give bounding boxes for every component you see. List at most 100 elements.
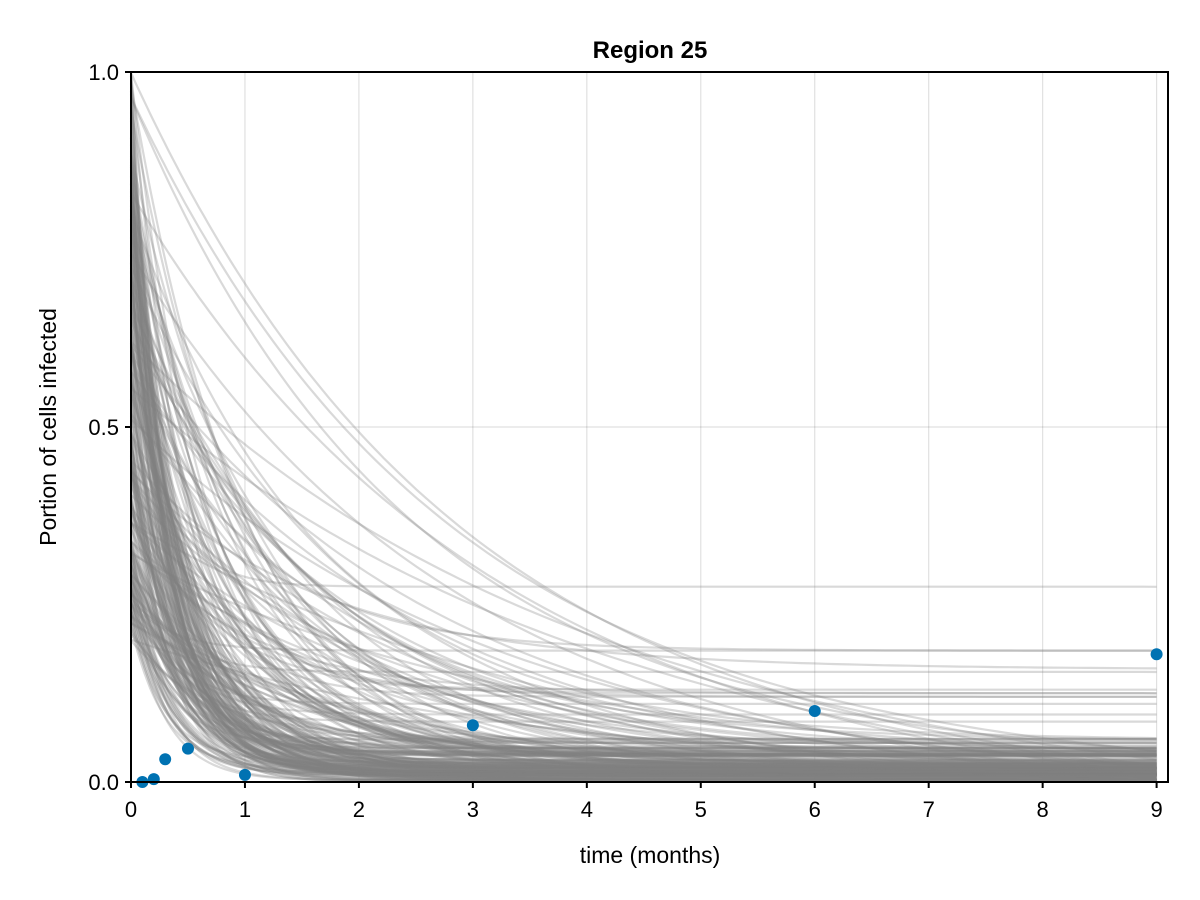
simulation-curve (129, 600, 1157, 780)
simulation-curve (129, 503, 1157, 695)
simulation-curve (129, 478, 1157, 775)
simulation-curve (130, 353, 1157, 752)
simulation-curve (129, 610, 1157, 780)
simulation-curve (129, 380, 1157, 781)
simulation-curve (129, 383, 1157, 775)
x-tick-label-9: 9 (1150, 797, 1162, 822)
simulation-curve (129, 388, 1157, 769)
simulation-curve (130, 470, 1157, 670)
simulation-curve (129, 603, 1157, 775)
simulation-curve (129, 94, 1157, 773)
simulation-curve (129, 230, 1157, 757)
x-tick-label-0: 0 (125, 797, 137, 822)
simulation-curve (130, 602, 1157, 652)
simulation-curve (129, 391, 1157, 781)
simulation-curve (130, 522, 1157, 775)
simulation-curve (130, 598, 1157, 765)
simulation-curve (129, 457, 1157, 771)
simulation-curve (129, 158, 1157, 768)
simulation-curve (129, 272, 1157, 755)
simulation-curve (129, 393, 1157, 771)
simulation-curve (129, 267, 1157, 773)
simulation-curve (129, 193, 1157, 775)
simulation-curve (129, 587, 1157, 744)
simulation-curve (129, 303, 1157, 750)
simulation-curve (129, 420, 1157, 781)
simulation-curve (129, 156, 1157, 771)
simulation-curve (129, 549, 1157, 771)
simulation-curve (130, 603, 1157, 777)
simulation-curve (129, 468, 1157, 754)
simulation-curve (129, 399, 1157, 776)
simulation-curve (129, 541, 1157, 770)
simulation-curve (129, 205, 1157, 764)
simulation-curve (129, 263, 1157, 768)
simulation-curve (129, 566, 1157, 674)
simulation-curve (129, 107, 1157, 775)
simulation-curve (129, 244, 1157, 770)
simulation-curve (129, 298, 1157, 772)
simulation-curve (130, 341, 1157, 761)
simulation-curve (130, 96, 1157, 753)
simulation-curve (129, 495, 1157, 753)
simulation-curve (129, 183, 1157, 749)
simulation-curve (129, 593, 1157, 762)
simulation-curve (129, 120, 1157, 776)
simulation-curve (130, 579, 1157, 753)
simulation-curve (129, 305, 1157, 771)
simulation-curve (129, 271, 1157, 778)
simulation-curve (130, 633, 1157, 776)
simulation-curve (129, 290, 1157, 774)
y-axis: 0.0 0.5 1.0 (88, 60, 131, 795)
simulation-curve (129, 451, 1157, 776)
simulation-curve (130, 540, 1157, 695)
simulation-curve (129, 435, 1157, 765)
simulation-curve (129, 237, 1157, 781)
x-tick-label-7: 7 (923, 797, 935, 822)
simulation-curve (129, 343, 1157, 776)
simulation-curve (129, 553, 1157, 781)
simulation-curve (129, 195, 1157, 761)
simulation-curve (129, 224, 1157, 776)
simulation-curve (129, 571, 1157, 767)
simulation-curve (129, 322, 1157, 768)
simulation-curve (129, 381, 1157, 756)
simulation-curve (129, 74, 1157, 761)
simulation-curve (129, 543, 1157, 769)
y-tick-label-0: 0.0 (88, 770, 119, 795)
simulation-curve (129, 573, 1157, 777)
simulation-curve (129, 218, 1157, 750)
simulation-curve (129, 609, 1157, 779)
simulation-curve (130, 522, 1157, 698)
simulation-curve (129, 97, 1157, 752)
simulation-curve (130, 573, 1157, 775)
simulation-curve (129, 176, 1157, 781)
simulation-curve (130, 548, 1157, 781)
simulation-curve (129, 552, 1157, 748)
simulation-curve (129, 484, 1157, 757)
data-point-7 (1150, 648, 1163, 661)
simulation-curve (129, 190, 1157, 773)
simulation-curve (129, 189, 1157, 777)
simulation-curve (130, 622, 1157, 770)
simulation-curve (129, 361, 1157, 776)
simulation-curve (129, 435, 1157, 776)
simulation-curve (129, 167, 1157, 774)
simulation-curve (129, 466, 1157, 741)
simulation-curve (129, 564, 1157, 768)
simulation-curve (129, 192, 1157, 691)
simulation-curve (129, 256, 1157, 780)
simulation-curve (130, 529, 1157, 781)
simulation-curve (129, 346, 1157, 765)
simulation-curve (129, 255, 1157, 767)
simulation-curve (129, 316, 1157, 741)
simulation-curve (129, 341, 1157, 776)
simulation-curve (129, 151, 1157, 781)
simulation-curve (129, 601, 1157, 781)
simulation-curve (130, 266, 1157, 777)
simulation-curve (129, 416, 1157, 770)
simulation-curve (129, 339, 1157, 772)
simulation-curve (129, 76, 1157, 773)
simulation-curve (129, 561, 1157, 768)
simulation-curve (129, 343, 1157, 781)
